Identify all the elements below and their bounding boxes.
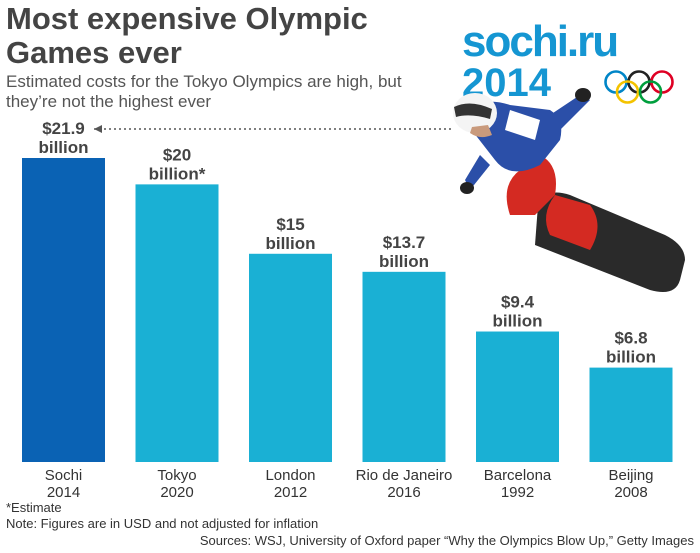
inflation-note: Note: Figures are in USD and not adjuste… (6, 516, 319, 531)
value-label-unit: billion (38, 138, 88, 157)
arrow-left-icon (94, 125, 102, 133)
bar-rio-de-janeiro (362, 271, 446, 462)
category-label: Beijing (608, 467, 653, 484)
value-label: $6.8 (614, 329, 647, 348)
bar-london (249, 253, 332, 462)
category-label: Sochi (45, 467, 83, 484)
value-label-unit: billion (492, 312, 542, 331)
category-year-label: 2008 (614, 484, 647, 501)
category-label: Rio de Janeiro (356, 467, 453, 484)
value-label: $15 (276, 215, 304, 234)
value-label-unit: billion (379, 252, 429, 271)
ring (638, 80, 663, 104)
value-label-unit: billion (606, 348, 656, 367)
bar-sochi (22, 158, 105, 462)
sources-note: Sources: WSJ, University of Oxford paper… (199, 533, 694, 548)
page-subtitle: Estimated costs for the Tokyo Olympics a… (6, 72, 402, 111)
category-label: Tokyo (157, 467, 196, 484)
value-label-unit: billion (265, 234, 315, 253)
bar-tokyo (135, 184, 219, 462)
olympic-rings-icon (604, 70, 674, 104)
category-year-label: 2020 (160, 484, 193, 501)
category-year-label: 2014 (47, 484, 80, 501)
value-label: $21.9 (42, 119, 85, 138)
value-label: $13.7 (383, 233, 426, 252)
category-year-label: 1992 (501, 484, 534, 501)
page-title: Most expensive Olympic Games ever (6, 1, 368, 70)
category-label: London (265, 467, 315, 484)
value-label: $9.4 (501, 293, 535, 312)
value-label-unit: billion* (149, 164, 206, 183)
snowboarder-photo (453, 88, 685, 293)
category-year-label: 2016 (387, 484, 420, 501)
bar-barcelona (476, 331, 559, 462)
logo-line1: sochi.ru (462, 17, 617, 66)
bar-beijing (589, 367, 673, 462)
category-label: Barcelona (484, 467, 552, 484)
value-label: $20 (163, 145, 191, 164)
estimate-footnote: *Estimate (6, 500, 62, 515)
category-year-label: 2012 (274, 484, 307, 501)
ring (615, 80, 640, 104)
